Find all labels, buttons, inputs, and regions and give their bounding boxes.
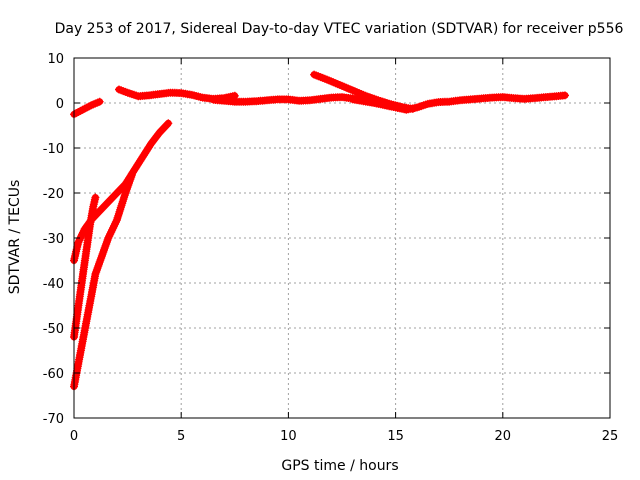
y-tick-label: -60 [43, 367, 64, 382]
x-tick-label: 0 [70, 429, 78, 444]
series-arc-8 [348, 91, 569, 114]
series-arc-6 [209, 93, 368, 106]
data-series [70, 70, 569, 391]
y-tick-labels: 10 0 -10 -20 -30 -40 -50 -60 -70 [43, 52, 64, 427]
chart-title: Day 253 of 2017, Sidereal Day-to-day VTE… [55, 21, 624, 37]
y-tick-label: -10 [43, 142, 64, 157]
series-plus-markers [348, 91, 569, 114]
y-axis-label: SDTVAR / TECUs [7, 180, 23, 295]
x-axis-label: GPS time / hours [281, 458, 398, 474]
x-tick-label: 20 [495, 429, 512, 444]
series-arc-2 [70, 119, 173, 265]
x-tick-label: 25 [602, 429, 619, 444]
series-plus-markers [209, 93, 368, 106]
y-tick-label: -70 [43, 412, 64, 427]
series-arc-1 [70, 97, 104, 119]
y-tick-label: -30 [43, 232, 64, 247]
y-tick-label: -50 [43, 322, 64, 337]
x-tick-labels: 0 5 10 15 20 25 [70, 429, 618, 444]
y-tick-label: -20 [43, 187, 64, 202]
y-tick-label: 0 [56, 97, 64, 112]
x-tick-label: 5 [177, 429, 185, 444]
y-tick-label: 10 [47, 52, 64, 67]
grid-lines [74, 58, 610, 418]
x-tick-label: 10 [280, 429, 297, 444]
x-tick-label: 15 [387, 429, 404, 444]
axis-ticks [73, 57, 611, 419]
y-tick-label: -40 [43, 277, 64, 292]
